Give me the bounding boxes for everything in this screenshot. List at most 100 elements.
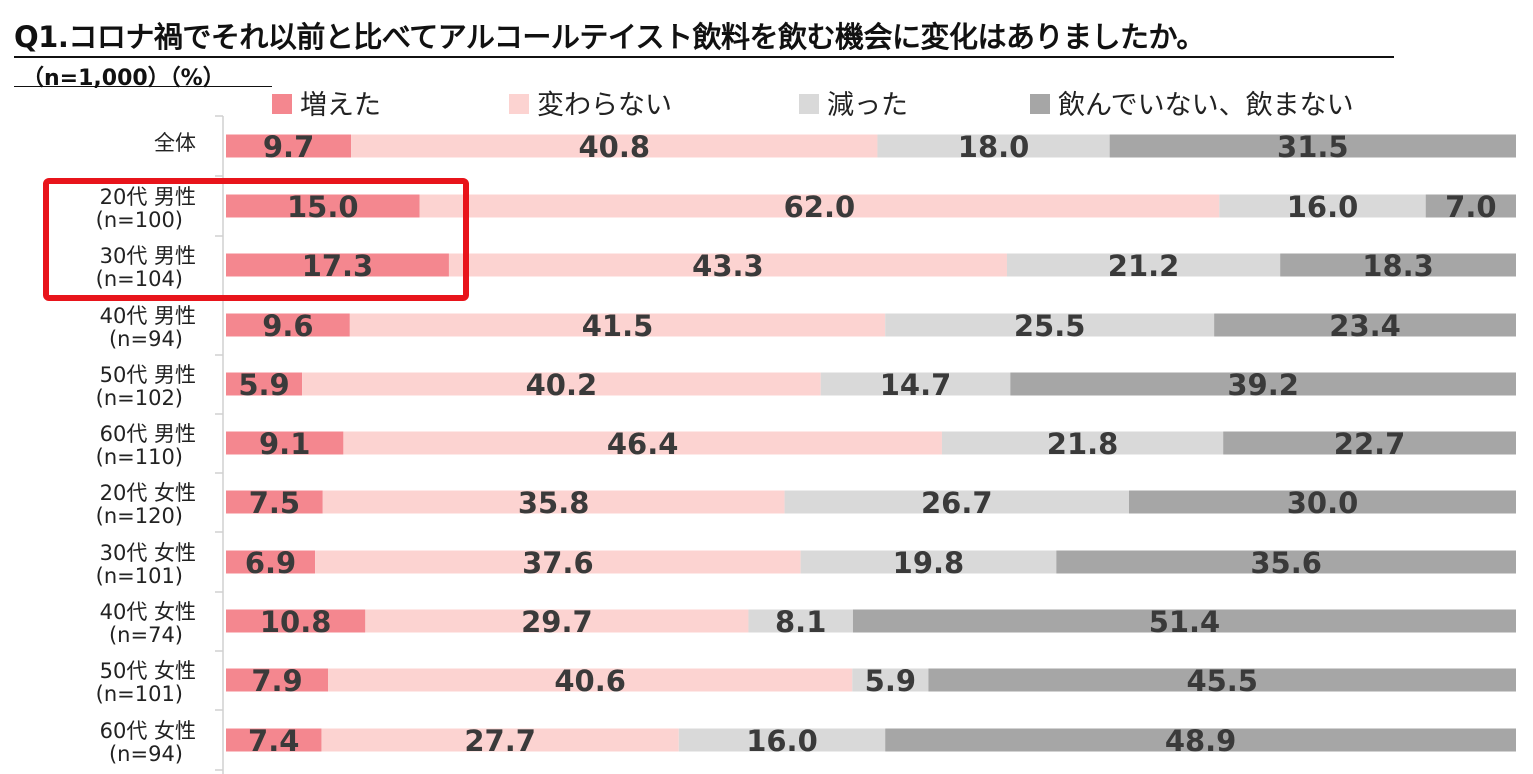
data-label: 9.7 — [263, 130, 314, 164]
bar-segment — [226, 372, 303, 396]
data-label: 51.4 — [1149, 605, 1221, 639]
data-label: 48.9 — [1165, 724, 1237, 758]
category-label: 30代 女性 — [100, 541, 196, 565]
data-label: 40.6 — [554, 664, 626, 698]
bar-segment — [349, 313, 886, 337]
bar-segment — [226, 431, 344, 455]
bars: 9.7 40.8 18.0 31.5 15.0 62.0 16.0 7.0 17.3 43.3 21… — [226, 130, 1516, 758]
data-label: 30.0 — [1287, 486, 1359, 520]
bar-segment — [226, 313, 350, 337]
data-label: 41.5 — [582, 309, 654, 343]
bar-segment — [321, 728, 679, 752]
category-label: 60代 女性 — [100, 719, 196, 743]
bar-segment — [365, 609, 749, 633]
legend-swatch — [799, 94, 819, 114]
bar-segment — [1219, 194, 1426, 218]
bar-segment — [1129, 490, 1516, 514]
data-label: 6.9 — [245, 546, 296, 580]
data-label: 31.5 — [1277, 130, 1349, 164]
data-label: 62.0 — [784, 190, 856, 224]
bar-segment — [1010, 372, 1516, 396]
category-label: 20代 男性 — [100, 185, 196, 209]
bar-segment — [419, 194, 1220, 218]
data-label: 40.2 — [526, 368, 598, 402]
data-label: 7.5 — [249, 486, 300, 520]
data-label: 35.8 — [518, 486, 590, 520]
legend: 増えた 変わらない 減った 飲んでいない、飲まない — [272, 90, 1354, 121]
category-sample-size: (n=101) — [96, 682, 183, 706]
bar-segment — [328, 668, 853, 692]
category-sample-size: (n=102) — [96, 386, 183, 410]
data-label: 16.0 — [1287, 190, 1359, 224]
data-label: 21.8 — [1047, 427, 1119, 461]
data-label: 17.3 — [302, 249, 374, 283]
bar-segment — [351, 134, 878, 158]
bar-segment — [448, 253, 1007, 277]
data-label: 18.0 — [958, 130, 1030, 164]
category-sample-size: (n=120) — [96, 504, 183, 528]
category-label: 50代 男性 — [100, 363, 196, 387]
data-label: 14.7 — [880, 368, 952, 402]
bar-segment — [226, 668, 329, 692]
title-underline — [14, 56, 1394, 58]
data-label: 35.6 — [1250, 546, 1322, 580]
data-label: 7.4 — [248, 724, 299, 758]
data-label: 15.0 — [287, 190, 359, 224]
data-label: 9.1 — [259, 427, 310, 461]
bar-segment — [678, 728, 886, 752]
bar-segment — [226, 490, 323, 514]
data-label: 8.1 — [775, 605, 826, 639]
data-label: 45.5 — [1186, 664, 1258, 698]
legend-swatch — [509, 94, 529, 114]
category-sample-size: (n=100) — [96, 208, 183, 232]
data-label: 10.8 — [260, 605, 332, 639]
category-sample-size: (n=110) — [96, 445, 183, 469]
data-label: 23.4 — [1329, 309, 1401, 343]
category-label: 30代 男性 — [100, 244, 196, 268]
bar-segment — [852, 668, 929, 692]
bar-segment — [1280, 253, 1516, 277]
data-label: 16.0 — [746, 724, 818, 758]
category-label: 60代 男性 — [100, 422, 196, 446]
bar-segment — [226, 609, 366, 633]
bar-segment — [226, 728, 322, 752]
category-label: 50代 女性 — [100, 659, 196, 683]
data-label: 27.7 — [464, 724, 536, 758]
bar-segment — [226, 550, 316, 574]
data-label: 21.2 — [1108, 249, 1180, 283]
data-label: 43.3 — [692, 249, 764, 283]
bar-segment — [800, 550, 1057, 574]
legend-label: 変わらない — [537, 90, 672, 121]
bar-segment — [226, 194, 420, 218]
category-ticks — [215, 115, 223, 771]
bar-segment — [226, 253, 449, 277]
bar-segment — [941, 431, 1224, 455]
legend-label: 飲んでいない、飲まない — [1058, 90, 1354, 121]
category-sample-size: (n=94) — [109, 742, 183, 766]
data-label: 5.9 — [238, 368, 289, 402]
bar-segment — [1214, 313, 1516, 337]
bar-segment — [885, 728, 1516, 752]
legend-label: 増えた — [300, 90, 381, 121]
bar-segment — [885, 313, 1215, 337]
category-sample-size: (n=74) — [109, 623, 183, 647]
bar-segment — [1223, 431, 1516, 455]
data-label: 18.3 — [1362, 249, 1434, 283]
data-label: 40.8 — [579, 130, 651, 164]
category-sample-size: (n=101) — [96, 564, 183, 588]
data-label: 37.6 — [522, 546, 594, 580]
bar-segment — [302, 372, 821, 396]
bar-segment — [1056, 550, 1516, 574]
data-label: 5.9 — [865, 664, 916, 698]
data-label: 19.8 — [893, 546, 965, 580]
legend-label: 減った — [827, 90, 908, 121]
legend-swatch — [1030, 94, 1050, 114]
data-label: 7.9 — [251, 664, 302, 698]
bar-segment — [1006, 253, 1281, 277]
chart-title: Q1.コロナ禍でそれ以前と比べてアルコールテイスト飲料を飲む機会に変化はありまし… — [14, 20, 1205, 54]
data-label: 25.5 — [1014, 309, 1086, 343]
bar-segment — [784, 490, 1129, 514]
bar-segment — [820, 372, 1011, 396]
data-label: 29.7 — [521, 605, 593, 639]
